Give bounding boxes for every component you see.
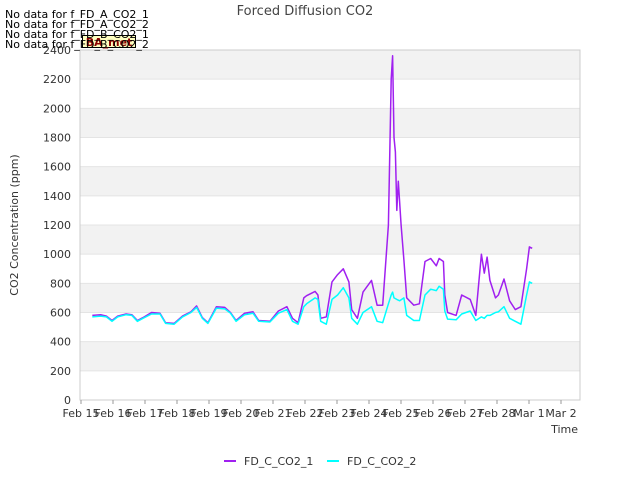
grid-bands <box>80 50 580 371</box>
legend-label-1: FD_C_CO2_1 <box>244 455 313 468</box>
x-tick-label: Feb 27 <box>447 407 484 420</box>
series-line-2 <box>92 281 533 325</box>
x-tick-label: Feb 17 <box>127 407 164 420</box>
y-tick-label: 1400 <box>43 190 71 203</box>
x-tick-label: Feb 20 <box>223 407 260 420</box>
x-tick-label: Feb 25 <box>383 407 420 420</box>
no-data-message-3: No data for f_FD_B_CO2_1 <box>5 28 149 41</box>
legend-label-2: FD_C_CO2_2 <box>347 455 416 468</box>
grid-band <box>80 166 580 196</box>
y-tick-label: 2200 <box>43 73 71 86</box>
y-tick-label: 1600 <box>43 161 71 174</box>
y-axis-label: CO2 Concentration (ppm) <box>8 154 21 295</box>
site-badge: BA_met <box>82 35 136 49</box>
x-tick-label: Feb 26 <box>415 407 452 420</box>
plot-frame <box>79 49 581 401</box>
y-tick-label: 0 <box>64 394 71 407</box>
x-tick-label: Feb 16 <box>95 407 132 420</box>
grid-lines <box>80 49 580 401</box>
grid-band <box>80 341 580 371</box>
x-tick-label: Feb 28 <box>479 407 516 420</box>
x-tick-label: Feb 22 <box>287 407 324 420</box>
y-tick-label: 800 <box>50 277 71 290</box>
x-tick-label: Mar 1 <box>513 407 544 420</box>
y-tick-label: 600 <box>50 307 71 320</box>
y-tick-label: 1800 <box>43 132 71 145</box>
grid-band <box>80 225 580 255</box>
x-tick-label: Feb 18 <box>159 407 196 420</box>
legend: FD_C_CO2_1 FD_C_CO2_2 <box>224 455 416 468</box>
y-tick-label: 1200 <box>43 219 71 232</box>
grid-band <box>80 108 580 138</box>
no-data-message-1: No data for f_FD_A_CO2_1 <box>5 8 149 21</box>
no-data-message-4: No data for f_FD_B_CO2_2 <box>5 38 149 51</box>
x-tick-label: Feb 24 <box>351 407 388 420</box>
y-tick-label: 2400 <box>43 44 71 57</box>
y-tick-label: 200 <box>50 365 71 378</box>
series-lines <box>92 55 533 325</box>
y-tick-label: 2000 <box>43 102 71 115</box>
x-tick-label: Feb 19 <box>191 407 228 420</box>
x-tick-label: Feb 21 <box>255 407 292 420</box>
no-data-message-2: No data for f_FD_A_CO2_2 <box>5 18 149 31</box>
x-tick-label: Mar 2 <box>545 407 576 420</box>
x-tick-label: Feb 23 <box>319 407 356 420</box>
chart-title: Forced Diffusion CO2 <box>237 4 374 19</box>
y-axis: 0 200 400 600 800 1000 1200 1400 1600 1800 2000 220… <box>43 44 71 407</box>
y-tick-label: 1000 <box>43 248 71 261</box>
y-tick-label: 400 <box>50 336 71 349</box>
x-axis-label: Time <box>550 423 578 436</box>
x-tick-label: Feb 15 <box>63 407 100 420</box>
grid-band <box>80 50 580 80</box>
